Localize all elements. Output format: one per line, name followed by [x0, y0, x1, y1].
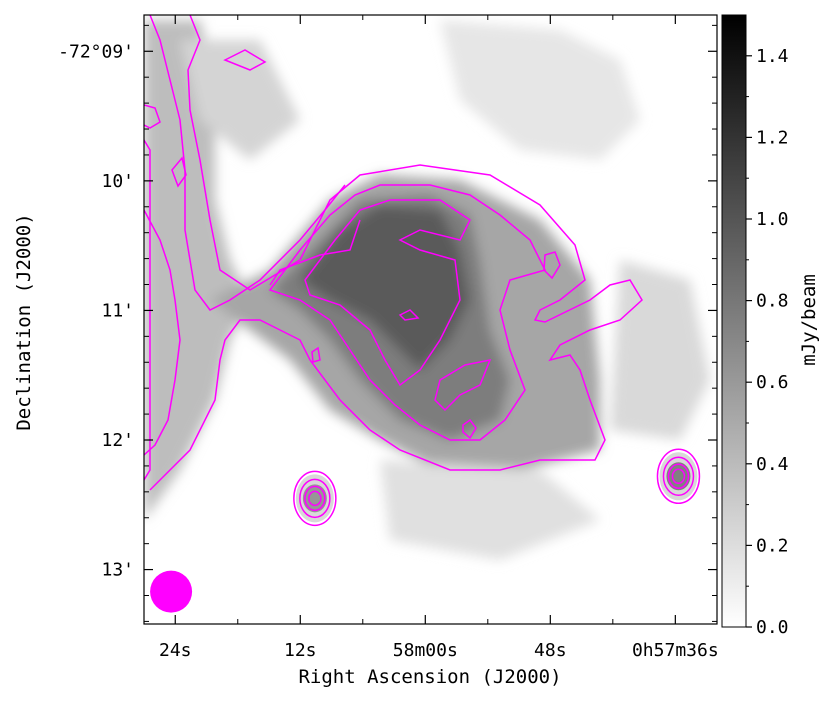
source-contour — [671, 468, 686, 485]
contour-knot-small — [398, 309, 420, 321]
y-tick-label: -72°09' — [58, 41, 134, 62]
x-tick-label: 58m00s — [393, 640, 458, 661]
colorbar — [721, 14, 747, 628]
source-contour — [308, 490, 322, 507]
contour-knot-low-2 — [462, 418, 477, 440]
colorbar-tick-label: 1.0 — [756, 209, 789, 230]
colorbar-ticks: 0.0 0.2 0.4 0.6 0.8 1.0 1.2 1.4 — [746, 46, 789, 638]
source-contour — [656, 448, 701, 505]
x-axis-ticks: 24s 12s 58m00s 48s 0h57m36s — [159, 15, 719, 661]
source-core — [302, 484, 327, 513]
source-contour — [299, 478, 331, 519]
intensity-image — [144, 15, 717, 624]
compact-sources — [293, 448, 701, 527]
x-tick-label: 48s — [534, 640, 567, 661]
contour-left-ridge-2 — [149, 15, 346, 311]
colorbar-tick-label: 1.4 — [756, 46, 789, 67]
y-axis-label: Declination (J2000) — [13, 213, 35, 430]
contour-knot-right — [543, 251, 561, 280]
contour-shell-core-2 — [269, 219, 361, 286]
source-contour — [304, 485, 326, 512]
x-tick-label: 24s — [159, 640, 192, 661]
contour-island-edge — [144, 104, 161, 129]
beam-ellipse — [150, 570, 193, 613]
contour-knot-low — [434, 358, 492, 412]
contour-island-left — [171, 156, 187, 188]
colorbar-tick-label: 0.4 — [756, 454, 789, 475]
contour-knot-left — [311, 346, 321, 363]
colorbar-tick-label: 0.8 — [756, 291, 789, 312]
colorbar-tick-label: 1.2 — [756, 127, 789, 148]
contour-shell-core — [304, 199, 471, 387]
contour-left-inner — [144, 209, 181, 456]
contour-lines — [144, 15, 643, 491]
y-tick-label: 13' — [101, 560, 134, 581]
source-contour — [293, 470, 337, 527]
plot-frame — [143, 14, 718, 625]
contour-shell-inner — [268, 184, 547, 441]
colorbar-label: mJy/beam — [798, 274, 820, 366]
x-axis-label: Right Ascension (J2000) — [298, 666, 561, 688]
x-tick-label: 0h57m36s — [632, 640, 719, 661]
y-tick-label: 11' — [101, 300, 134, 321]
source-core — [666, 462, 691, 491]
colorbar-tick-label: 0.0 — [756, 617, 789, 638]
source-contour — [662, 456, 695, 497]
y-axis-ticks: -72°09' 10' 11' 12' 13' — [58, 24, 717, 622]
y-tick-label: 10' — [101, 171, 134, 192]
y-tick-label: 12' — [101, 430, 134, 451]
source-contour — [667, 463, 690, 490]
contour-island-top — [223, 49, 267, 71]
colorbar-tick-label: 0.2 — [756, 535, 789, 556]
contour-left-ridge — [149, 15, 643, 491]
x-tick-label: 12s — [284, 640, 317, 661]
colorbar-tick-label: 0.6 — [756, 372, 789, 393]
